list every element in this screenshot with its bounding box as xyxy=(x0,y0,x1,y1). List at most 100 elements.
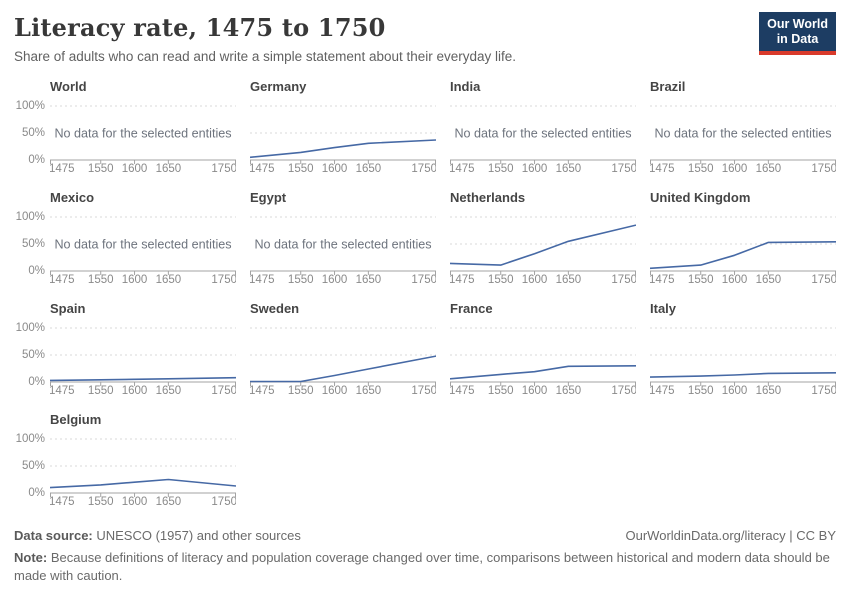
x-axis-label: 1475 xyxy=(50,385,75,396)
facet-plot[interactable]: 1475 1550 1600 1650 1750 No data for the sele… xyxy=(250,209,436,285)
chart-note: Note: Because definitions of literacy an… xyxy=(14,549,836,584)
x-axis-label: 1750 xyxy=(211,274,236,285)
x-axis-label: 1750 xyxy=(411,274,436,285)
x-axis-label: 1750 xyxy=(811,385,836,396)
facet-italy: Italy 1475 1550 1600 1650 1750 xyxy=(650,300,836,396)
x-axis-label: 1475 xyxy=(250,274,275,285)
facet-plot[interactable]: 1475 1550 1600 1650 1750 xyxy=(250,320,436,396)
x-axis-label: 1750 xyxy=(211,385,236,396)
facet-plot[interactable]: 1475 1550 1600 1650 1750 No data for the sele… xyxy=(50,98,236,174)
y-axis-label: 50% xyxy=(21,348,45,361)
no-data-message: No data for the selected entities xyxy=(54,238,231,252)
no-data-message: No data for the selected entities xyxy=(254,238,431,252)
facet-plot[interactable]: 1475 1550 1600 1650 1750 No data for the sele… xyxy=(50,209,236,285)
facet-plot[interactable]: 1475 1550 1600 1650 1750 No data for the sele… xyxy=(650,98,836,174)
data-source: Data source: UNESCO (1957) and other sou… xyxy=(14,527,301,544)
y-axis-label: 0% xyxy=(28,264,45,277)
x-axis-label: 1475 xyxy=(650,385,675,396)
y-axis-label: 0% xyxy=(28,153,45,166)
facet-title: Netherlands xyxy=(450,190,526,205)
note-label: Note: xyxy=(14,550,48,565)
x-axis-label: 1750 xyxy=(411,163,436,174)
facet-mexico: 100% 50% 0% Mexico 1475 1550 1600 1650 1750 No da… xyxy=(14,189,236,285)
x-axis-label: 1650 xyxy=(756,163,782,174)
x-axis-label: 1600 xyxy=(722,274,748,285)
x-axis-label: 1750 xyxy=(611,274,636,285)
page-title: Literacy rate, 1475 to 1750 xyxy=(14,13,386,42)
x-axis-label: 1475 xyxy=(450,274,475,285)
facet-plot[interactable]: 1475 1550 1600 1650 1750 xyxy=(250,98,436,174)
facet-plot[interactable]: 1475 1550 1600 1650 1750 xyxy=(650,320,836,396)
x-axis-label: 1550 xyxy=(88,274,114,285)
x-axis-label: 1550 xyxy=(488,163,514,174)
facet-plot[interactable]: 1475 1550 1600 1650 1750 xyxy=(650,209,836,285)
y-axis-label: 50% xyxy=(21,459,45,472)
x-axis-label: 1600 xyxy=(522,274,548,285)
y-axis: 100% 50% 0% xyxy=(14,78,50,174)
x-axis-label: 1600 xyxy=(122,496,148,507)
facet-spain: 100% 50% 0% Spain 1475 1550 1600 1650 1750 xyxy=(14,300,236,396)
x-axis-label: 1600 xyxy=(522,163,548,174)
y-axis: 100% 50% 0% xyxy=(14,300,50,396)
x-axis-label: 1550 xyxy=(88,163,114,174)
x-axis-label: 1475 xyxy=(50,274,75,285)
x-axis-label: 1475 xyxy=(50,163,75,174)
x-axis-label: 1600 xyxy=(122,385,148,396)
facet-plot[interactable]: 1475 1550 1600 1650 1750 xyxy=(450,320,636,396)
facet-title: Brazil xyxy=(650,79,686,94)
x-axis-label: 1750 xyxy=(611,385,636,396)
x-axis-label: 1475 xyxy=(450,385,475,396)
facet-sweden: Sweden 1475 1550 1600 1650 1750 xyxy=(250,300,436,396)
y-axis-label: 50% xyxy=(21,126,45,139)
facet-plot[interactable]: 1475 1550 1600 1650 1750 No data for the sele… xyxy=(450,98,636,174)
x-axis-label: 1650 xyxy=(756,274,782,285)
no-data-message: No data for the selected entities xyxy=(454,127,631,141)
logo-line-1: Our World xyxy=(767,17,828,31)
chart-header: Literacy rate, 1475 to 1750 Share of adu… xyxy=(14,12,836,66)
x-axis-label: 1750 xyxy=(611,163,636,174)
facet-world: 100% 50% 0% World 1475 1550 1600 1650 1750 No dat… xyxy=(14,78,236,174)
x-axis-label: 1750 xyxy=(211,163,236,174)
x-axis-label: 1475 xyxy=(450,163,475,174)
y-axis: 100% 50% 0% xyxy=(14,411,50,507)
x-axis-label: 1600 xyxy=(122,163,148,174)
x-axis-label: 1600 xyxy=(722,163,748,174)
x-axis-label: 1650 xyxy=(156,385,182,396)
rights-link[interactable]: OurWorldinData.org/literacy | CC BY xyxy=(625,528,836,543)
x-axis-label: 1650 xyxy=(556,163,582,174)
facet-france: France 1475 1550 1600 1650 1750 xyxy=(450,300,636,396)
x-axis-label: 1550 xyxy=(688,163,714,174)
x-axis-label: 1650 xyxy=(356,274,382,285)
data-source-label: Data source: xyxy=(14,528,93,543)
page-subtitle: Share of adults who can read and write a… xyxy=(14,49,517,64)
x-axis-label: 1550 xyxy=(688,385,714,396)
facet-title: Mexico xyxy=(50,190,95,205)
facet-plot[interactable]: 1475 1550 1600 1650 1750 xyxy=(50,320,236,396)
facet-plot[interactable]: 1475 1550 1600 1650 1750 xyxy=(450,209,636,285)
x-axis-label: 1550 xyxy=(488,385,514,396)
x-axis-label: 1650 xyxy=(756,385,782,396)
facet-title: Italy xyxy=(650,301,677,316)
x-axis-label: 1750 xyxy=(211,496,236,507)
x-axis-label: 1600 xyxy=(522,385,548,396)
facet-title: World xyxy=(50,79,87,94)
x-axis-label: 1475 xyxy=(650,163,675,174)
note-text: Because definitions of literacy and popu… xyxy=(14,550,830,583)
facet-title: India xyxy=(450,79,481,94)
facet-netherlands: Netherlands 1475 1550 1600 1650 1750 xyxy=(450,189,636,285)
facet-india: India 1475 1550 1600 1650 1750 No data for the… xyxy=(450,78,636,174)
facet-title: Egypt xyxy=(250,190,287,205)
facet-belgium: 100% 50% 0% Belgium 1475 1550 1600 1650 1750 xyxy=(14,411,236,507)
facet-title: Spain xyxy=(50,301,86,316)
x-axis-label: 1650 xyxy=(556,274,582,285)
x-axis-label: 1750 xyxy=(411,385,436,396)
x-axis-label: 1750 xyxy=(811,163,836,174)
y-axis-label: 100% xyxy=(15,321,45,334)
y-axis-label: 100% xyxy=(15,99,45,112)
owid-logo[interactable]: Our World in Data xyxy=(759,12,836,55)
logo-line-2: in Data xyxy=(776,32,819,46)
chart-grid: 100% 50% 0% World 1475 1550 1600 1650 1750 No dat… xyxy=(14,78,836,507)
facet-plot[interactable]: 1475 1550 1600 1650 1750 xyxy=(50,431,236,507)
x-axis-label: 1750 xyxy=(811,274,836,285)
